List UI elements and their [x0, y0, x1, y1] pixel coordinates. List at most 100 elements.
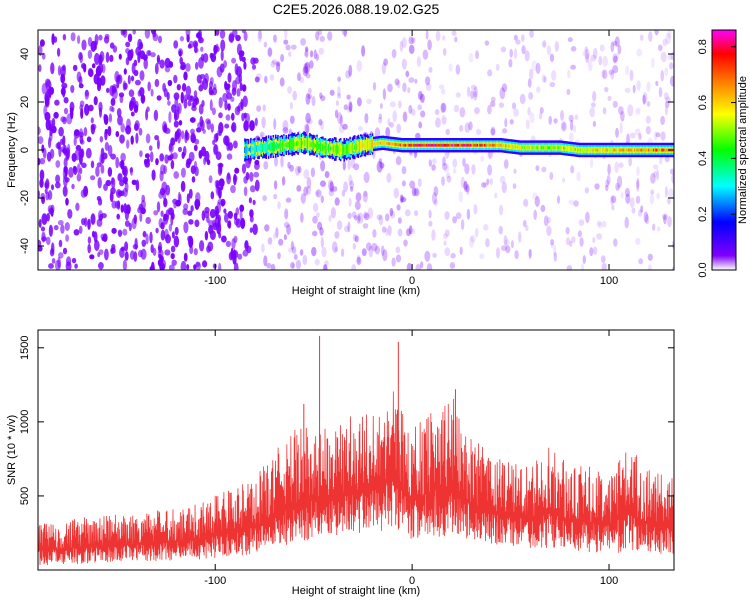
noise-speckle — [660, 115, 665, 125]
noise-speckle — [487, 69, 493, 77]
signal-cell — [580, 148, 583, 152]
noise-speckle — [123, 68, 127, 75]
noise-speckle — [39, 169, 45, 181]
signal-cell — [367, 141, 369, 149]
noise-speckle — [218, 186, 222, 199]
noise-speckle — [145, 233, 149, 245]
noise-speckle — [122, 187, 128, 197]
noise-speckle — [334, 246, 339, 253]
signal-cell — [284, 143, 286, 147]
noise-speckle — [62, 85, 66, 98]
noise-speckle — [484, 40, 490, 46]
noise-speckle — [127, 33, 133, 43]
signal-cell — [517, 145, 519, 149]
noise-speckle — [351, 264, 357, 270]
noise-speckle — [613, 238, 618, 247]
noise-speckle — [133, 59, 138, 67]
noise-speckle — [170, 137, 176, 146]
noise-speckle — [455, 212, 462, 220]
noise-speckle — [217, 162, 224, 168]
signal-cell — [381, 141, 383, 145]
noise-speckle — [578, 219, 585, 227]
noise-speckle — [186, 264, 190, 270]
signal-cell — [320, 141, 323, 153]
noise-speckle — [383, 58, 388, 66]
signal-cell — [564, 146, 566, 150]
noise-speckle — [550, 239, 555, 246]
noise-speckle — [41, 231, 46, 243]
noise-speckle — [173, 74, 178, 84]
noise-speckle — [584, 49, 590, 60]
noise-speckle — [347, 212, 352, 219]
noise-speckle — [139, 150, 143, 158]
noise-speckle — [509, 48, 513, 58]
noise-speckle — [122, 228, 128, 236]
noise-speckle — [240, 98, 244, 110]
noise-speckle — [105, 179, 112, 187]
noise-speckle — [522, 220, 527, 228]
signal-cell — [487, 143, 490, 147]
noise-speckle — [473, 204, 478, 215]
noise-speckle — [44, 111, 51, 122]
signal-cell — [257, 144, 259, 153]
signal-cell — [505, 144, 507, 148]
signal-cell — [324, 142, 327, 154]
signal-cell — [348, 144, 350, 153]
noise-speckle — [96, 162, 102, 168]
noise-speckle — [664, 156, 670, 163]
noise-speckle — [97, 252, 101, 258]
noise-speckle — [283, 30, 288, 40]
signal-cell — [325, 143, 328, 153]
noise-speckle — [468, 121, 473, 131]
noise-speckle — [221, 235, 227, 243]
noise-speckle — [451, 30, 457, 36]
noise-speckle — [224, 100, 228, 111]
signal-cell — [655, 148, 657, 152]
signal-cell — [344, 145, 347, 155]
signal-cell — [382, 141, 384, 145]
signal-cell — [331, 146, 334, 151]
noise-speckle — [264, 75, 268, 84]
noise-speckle — [165, 184, 171, 196]
noise-speckle — [228, 211, 233, 219]
signal-cell — [650, 148, 653, 152]
noise-speckle — [566, 88, 571, 96]
signal-cell — [552, 146, 555, 150]
noise-speckle — [401, 166, 407, 175]
noise-speckle — [395, 246, 401, 254]
noise-speckle — [389, 101, 396, 108]
signal-cell — [258, 145, 260, 151]
noise-speckle — [228, 33, 235, 43]
noise-speckle — [179, 64, 186, 71]
noise-speckle — [39, 158, 46, 165]
noise-speckle — [150, 88, 154, 97]
noise-speckle — [263, 41, 268, 48]
signal-cell — [518, 146, 520, 149]
noise-speckle — [460, 219, 465, 231]
signal-cell — [602, 148, 604, 152]
noise-speckle — [343, 181, 349, 193]
noise-speckle — [504, 239, 510, 246]
noise-speckle — [305, 112, 311, 124]
noise-speckle — [58, 239, 63, 248]
signal-cell — [263, 142, 265, 153]
noise-speckle — [311, 96, 316, 107]
noise-speckle — [38, 190, 41, 199]
signal-cell — [295, 141, 297, 147]
signal-cell — [528, 146, 531, 150]
noise-speckle — [613, 55, 618, 63]
noise-speckle — [495, 63, 500, 71]
noise-speckle — [117, 173, 123, 182]
noise-speckle — [519, 93, 526, 105]
noise-speckle — [261, 116, 266, 129]
noise-speckle — [273, 193, 278, 200]
noise-speckle — [398, 100, 402, 109]
signal-cell — [290, 138, 292, 151]
noise-speckle — [173, 120, 179, 128]
noise-speckle — [431, 164, 436, 171]
noise-speckle — [599, 44, 605, 52]
noise-speckle — [51, 117, 56, 129]
noise-speckle — [582, 255, 586, 264]
noise-speckle — [353, 215, 358, 221]
noise-speckle — [363, 190, 368, 198]
